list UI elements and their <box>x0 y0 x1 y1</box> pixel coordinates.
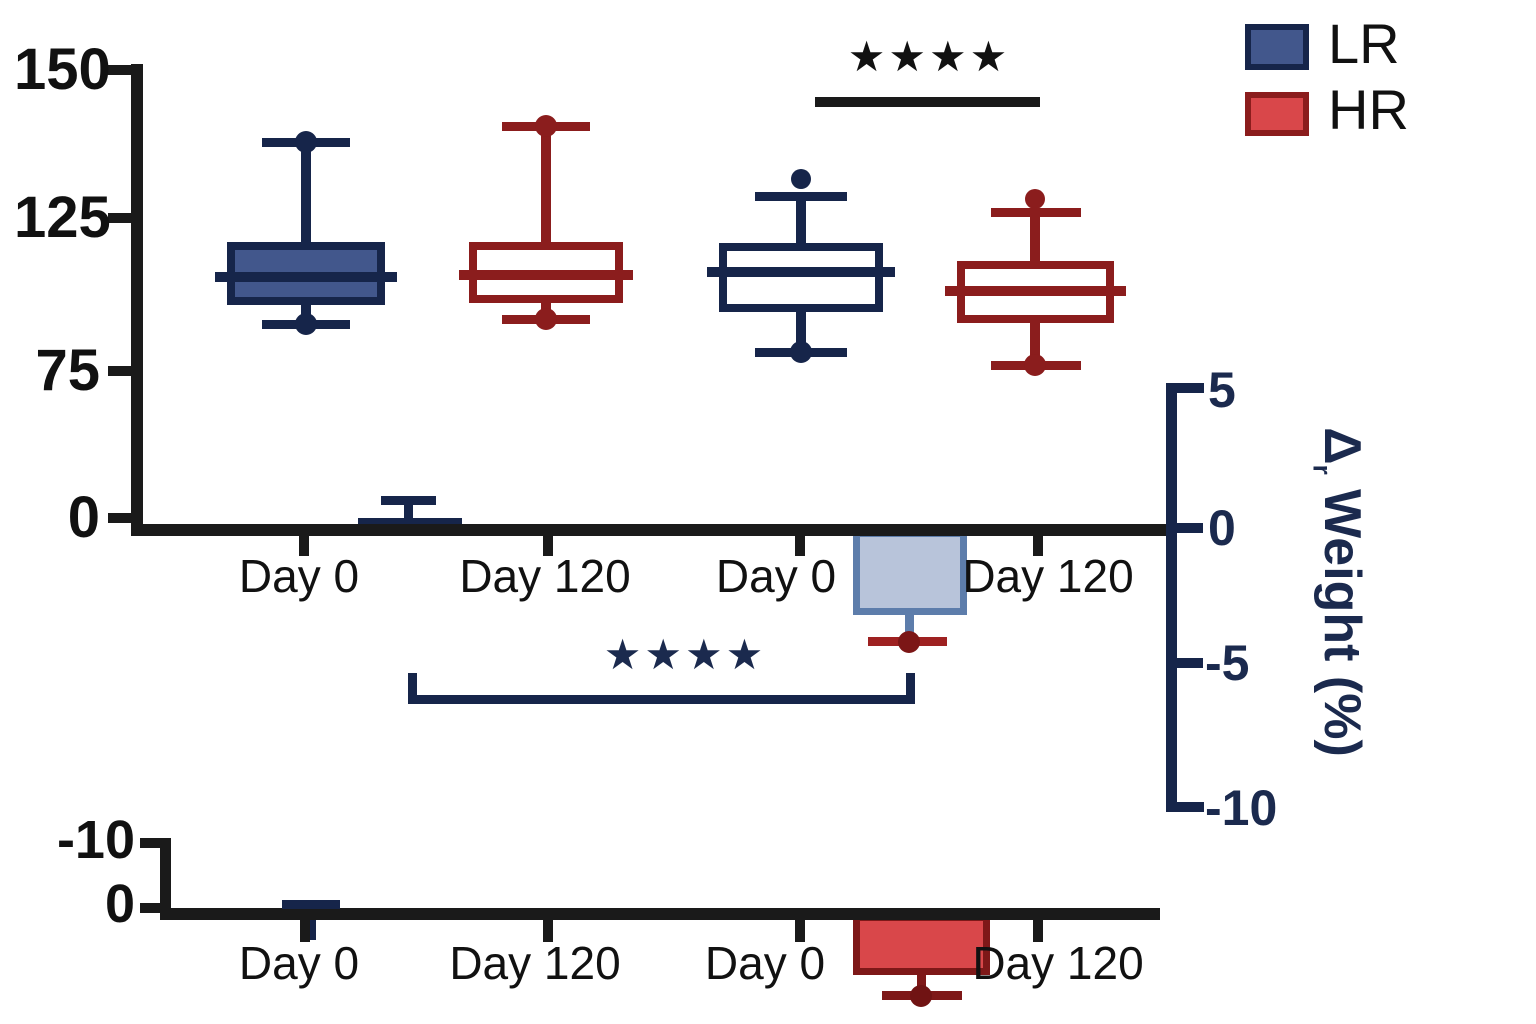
right-y-tick-neg5 <box>1177 658 1203 668</box>
left-y-label-150: 150 <box>14 37 111 102</box>
box3-whisker-bottom-stem <box>796 312 806 352</box>
right-y-bottom-cap <box>1166 802 1204 812</box>
bottom-y-label-neg10: -10 <box>56 810 135 870</box>
left-y-tick-150 <box>108 65 131 75</box>
lr-delta-bar <box>358 518 462 528</box>
main-x-label-2: Day 120 <box>459 550 631 602</box>
right-y-label-neg5: -5 <box>1205 635 1250 691</box>
bracket-right-arm <box>906 673 915 704</box>
left-y-label-125: 125 <box>14 185 111 250</box>
bracket-left-arm <box>408 673 417 704</box>
main-x-label-1: Day 0 <box>238 550 360 602</box>
right-y-tick-0 <box>1177 523 1203 533</box>
hr-delta-error-stem <box>905 613 914 641</box>
left-y-tick-75 <box>108 366 131 376</box>
bottom-x-axis-line <box>160 908 1160 920</box>
left-y-label-75: 75 <box>35 338 100 403</box>
left-y-label-0: 0 <box>67 485 100 550</box>
axis-title-text: Weight (%) <box>1313 474 1371 757</box>
bottom-y-axis-line <box>160 838 171 920</box>
lr-delta-error-cap <box>381 496 436 505</box>
right-y-axis-line <box>1166 383 1177 812</box>
box3-outlier-dot <box>791 169 811 189</box>
main-x-tick-3 <box>795 536 805 556</box>
box4-median <box>945 286 1126 296</box>
box2-median <box>459 270 633 280</box>
box1-whisker-top-stem <box>301 142 311 242</box>
box4-whisker-bottom-stem <box>1030 323 1040 365</box>
right-y-label-0: 0 <box>1208 500 1236 556</box>
main-x-tick-4 <box>1033 536 1043 556</box>
left-y-axis-line <box>131 64 143 536</box>
bottom-hr-error-stem <box>917 973 926 995</box>
box3-whisker-top-stem <box>796 196 806 243</box>
top-significance-bar <box>815 97 1040 107</box>
main-x-axis-line <box>131 524 1176 536</box>
legend-label-hr: HR <box>1328 78 1409 141</box>
bottom-y-label-0: 0 <box>104 874 135 934</box>
hr-delta-bar <box>853 530 967 615</box>
box2-whisker-top-stem <box>541 126 551 242</box>
legend-swatch-lr <box>1245 24 1309 70</box>
bottom-x-tick-3 <box>795 920 805 942</box>
right-y-label-neg10: -10 <box>1205 780 1278 836</box>
box4-whisker-top-stem <box>1030 212 1040 261</box>
box2-top-dot <box>535 115 557 137</box>
bottom-y-tick-0 <box>140 903 166 913</box>
bottom-x-label-1: Day 0 <box>238 937 360 989</box>
bottom-hr-error-dot <box>910 985 932 1007</box>
bracket-bar <box>408 695 915 704</box>
bottom-x-tick-4 <box>1033 920 1043 942</box>
box2-bottom-dot <box>535 308 557 330</box>
right-y-top-cap <box>1166 383 1204 393</box>
bottom-x-label-2: Day 120 <box>449 937 621 989</box>
box4-bottom-dot <box>1024 354 1046 376</box>
delta-subscript: r <box>1307 464 1338 475</box>
left-y-tick-125 <box>108 213 131 223</box>
legend-swatch-hr <box>1245 92 1309 136</box>
main-x-label-4: Day 120 <box>962 550 1134 602</box>
right-y-axis-title: Δr Weight (%) <box>1308 332 1372 852</box>
bottom-x-label-3: Day 0 <box>704 937 826 989</box>
top-significance-stars: ★★★★ <box>847 32 1011 81</box>
bottom-lr-error-cap <box>282 900 340 909</box>
bottom-lr-error-stem <box>307 904 316 940</box>
mid-significance-stars: ★★★★ <box>603 630 767 679</box>
bottom-x-tick-2 <box>543 920 553 942</box>
box1-bottom-dot <box>295 313 317 335</box>
right-y-label-5: 5 <box>1208 362 1236 418</box>
box4-outlier-dot <box>1025 189 1045 209</box>
bottom-x-tick-1 <box>300 920 310 942</box>
main-x-label-3: Day 0 <box>715 550 837 602</box>
left-y-tick-0 <box>108 513 131 523</box>
box1-top-dot <box>295 131 317 153</box>
bottom-y-tick-neg10 <box>140 838 166 848</box>
legend-label-lr: LR <box>1328 12 1400 75</box>
box1-median <box>215 272 397 282</box>
box3-box <box>719 243 883 312</box>
box3-median <box>707 267 895 277</box>
main-x-tick-1 <box>299 536 309 556</box>
bottom-x-label-4: Day 120 <box>972 937 1144 989</box>
delta-symbol: Δ <box>1313 427 1371 465</box>
lr-delta-error-stem <box>404 501 413 520</box>
hr-delta-error-dot <box>898 631 920 653</box>
box3-bottom-dot <box>790 341 812 363</box>
main-x-tick-2 <box>543 536 553 556</box>
